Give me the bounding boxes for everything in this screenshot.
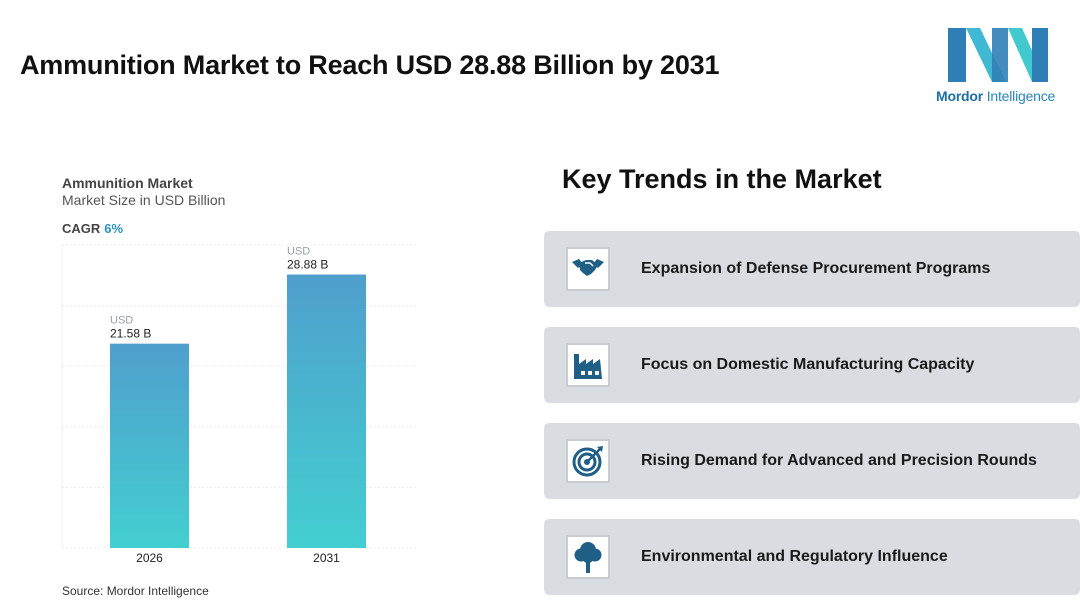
cagr: CAGR 6% [62,221,123,236]
handshake-icon [566,247,610,291]
trend-card-procurement: Expansion of Defense Procurement Program… [544,231,1080,307]
target-icon [566,439,610,483]
cagr-value: 6% [104,221,124,236]
chart-title: Ammunition Market [62,175,193,191]
trend-label: Rising Demand for Advanced and Precision… [641,452,1037,469]
data-label-value: 28.88 B [287,258,328,272]
logo-wordmark: Mordor Intelligence [936,88,1055,104]
cagr-label: CAGR [62,221,101,236]
data-label-unit: USD [110,315,133,327]
logo-brand-bold: Mordor [936,88,984,104]
page-title: Ammunition Market to Reach USD 28.88 Bil… [20,50,720,80]
chart-subtitle: Market Size in USD Billion [62,192,226,208]
chart-grid [61,244,416,549]
x-tick-label: 2026 [136,551,163,565]
trend-label: Focus on Domestic Manufacturing Capacity [641,356,975,373]
trends-heading: Key Trends in the Market [562,164,882,194]
factory-icon [566,343,610,387]
trend-card-environment: Environmental and Regulatory Influence [544,519,1080,595]
trend-card-precision: Rising Demand for Advanced and Precision… [544,423,1080,499]
tree-icon [566,535,610,579]
trend-label: Expansion of Defense Procurement Program… [641,260,991,277]
mordor-intelligence-logo: Mordor Intelligence [936,28,1060,106]
trend-card-manufacturing: Focus on Domestic Manufacturing Capacity [544,327,1080,403]
logo-brand-rest: Intelligence [986,88,1056,104]
logo-mark-icon [948,28,1048,82]
x-tick-label: 2031 [313,551,340,565]
trend-label: Environmental and Regulatory Influence [641,548,948,565]
data-label-unit: USD [287,246,310,258]
source-note: Source: Mordor Intelligence [62,584,209,598]
bar-2031 [287,274,366,548]
bar-2026 [110,343,189,548]
data-label-value: 21.58 B [110,327,151,341]
